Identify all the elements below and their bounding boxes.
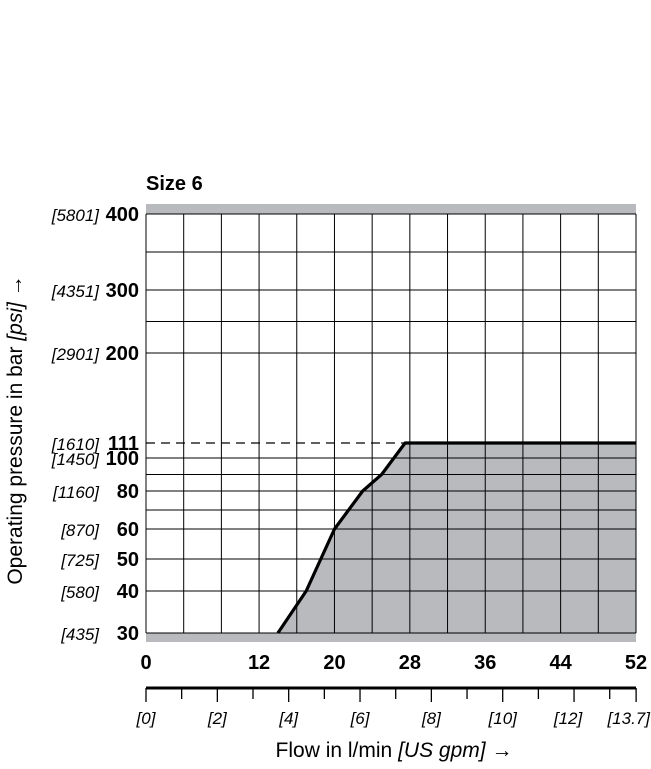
gpm-tick-label: [4] bbox=[278, 709, 299, 728]
y-tick-psi-label: [2901] bbox=[51, 345, 101, 364]
y-axis-title-unit: [psi] bbox=[4, 301, 27, 342]
y-tick-bar-label: 30 bbox=[117, 623, 139, 645]
x-tick-label: 20 bbox=[323, 652, 345, 674]
x-axis-title-arrow: → bbox=[491, 739, 512, 762]
x-tick-label: 28 bbox=[399, 652, 421, 674]
y-tick-bar-label: 100 bbox=[106, 448, 139, 470]
y-tick-psi-label: [4351] bbox=[51, 282, 101, 301]
y-tick-psi-label: [580] bbox=[60, 583, 100, 602]
x-axis-title: Flow in l/min [US gpm] → bbox=[276, 739, 513, 762]
y-tick-psi-label: [5801] bbox=[51, 206, 101, 225]
y-tick-bar-label: 200 bbox=[106, 343, 139, 365]
y-tick-bar-label: 40 bbox=[117, 581, 139, 603]
y-tick-bar-label: 50 bbox=[117, 549, 139, 571]
y-tick-psi-label: [1610] bbox=[51, 435, 101, 454]
y-axis-tick-labels: 400 [5801] 300 [4351] 200 [2901] 111 [1610] 100 [… bbox=[51, 204, 139, 645]
limit-curve bbox=[276, 441, 636, 634]
y-tick-bar-label: 300 bbox=[106, 280, 139, 302]
gpm-tick-label: [2] bbox=[207, 709, 228, 728]
chart-title: Size 6 bbox=[146, 173, 203, 195]
y-tick-psi-label: [1160] bbox=[52, 483, 100, 502]
gpm-tick-label: [10] bbox=[488, 709, 519, 728]
y-axis-title-main: Operating pressure in bar bbox=[4, 347, 27, 585]
y-tick-psi-label: [725] bbox=[60, 551, 100, 570]
y-tick-psi-label: [870] bbox=[60, 521, 100, 540]
gpm-tick-label: [6] bbox=[350, 709, 371, 728]
y-tick-bar-label: 111 bbox=[108, 433, 139, 455]
x-axis-title-unit: [US gpm] bbox=[397, 739, 487, 762]
gpm-tick-label: [8] bbox=[421, 709, 442, 728]
x-tick-label: 12 bbox=[248, 652, 270, 674]
gpm-tick-label: [12] bbox=[553, 709, 584, 728]
y-tick-bar-label: 60 bbox=[117, 519, 139, 541]
y-axis-title: Operating pressure in bar [psi] → bbox=[4, 275, 27, 584]
x-tick-label: 44 bbox=[549, 652, 572, 674]
x-axis-title-main: Flow in l/min bbox=[276, 739, 393, 762]
y-tick-bar-label: 80 bbox=[117, 481, 139, 503]
x-tick-label: 0 bbox=[140, 652, 151, 674]
x-tick-label: 52 bbox=[625, 652, 647, 674]
y-axis-title-arrow: → bbox=[4, 275, 27, 296]
y-tick-psi-label: [435] bbox=[60, 625, 100, 644]
gpm-tick-label: [13.7] bbox=[606, 709, 651, 728]
y-tick-psi-label: [1450] bbox=[51, 450, 101, 469]
y-tick-bar-label: 400 bbox=[106, 204, 139, 226]
gpm-tick-label: [0] bbox=[136, 709, 157, 728]
grid bbox=[145, 213, 637, 634]
x-axis-tick-labels: 0 12 20 28 36 44 52 bbox=[140, 652, 647, 674]
gpm-scale: [0] [2] [4] [6] [8] [10] [12] [13.7] bbox=[136, 686, 651, 728]
x-tick-label: 36 bbox=[474, 652, 496, 674]
